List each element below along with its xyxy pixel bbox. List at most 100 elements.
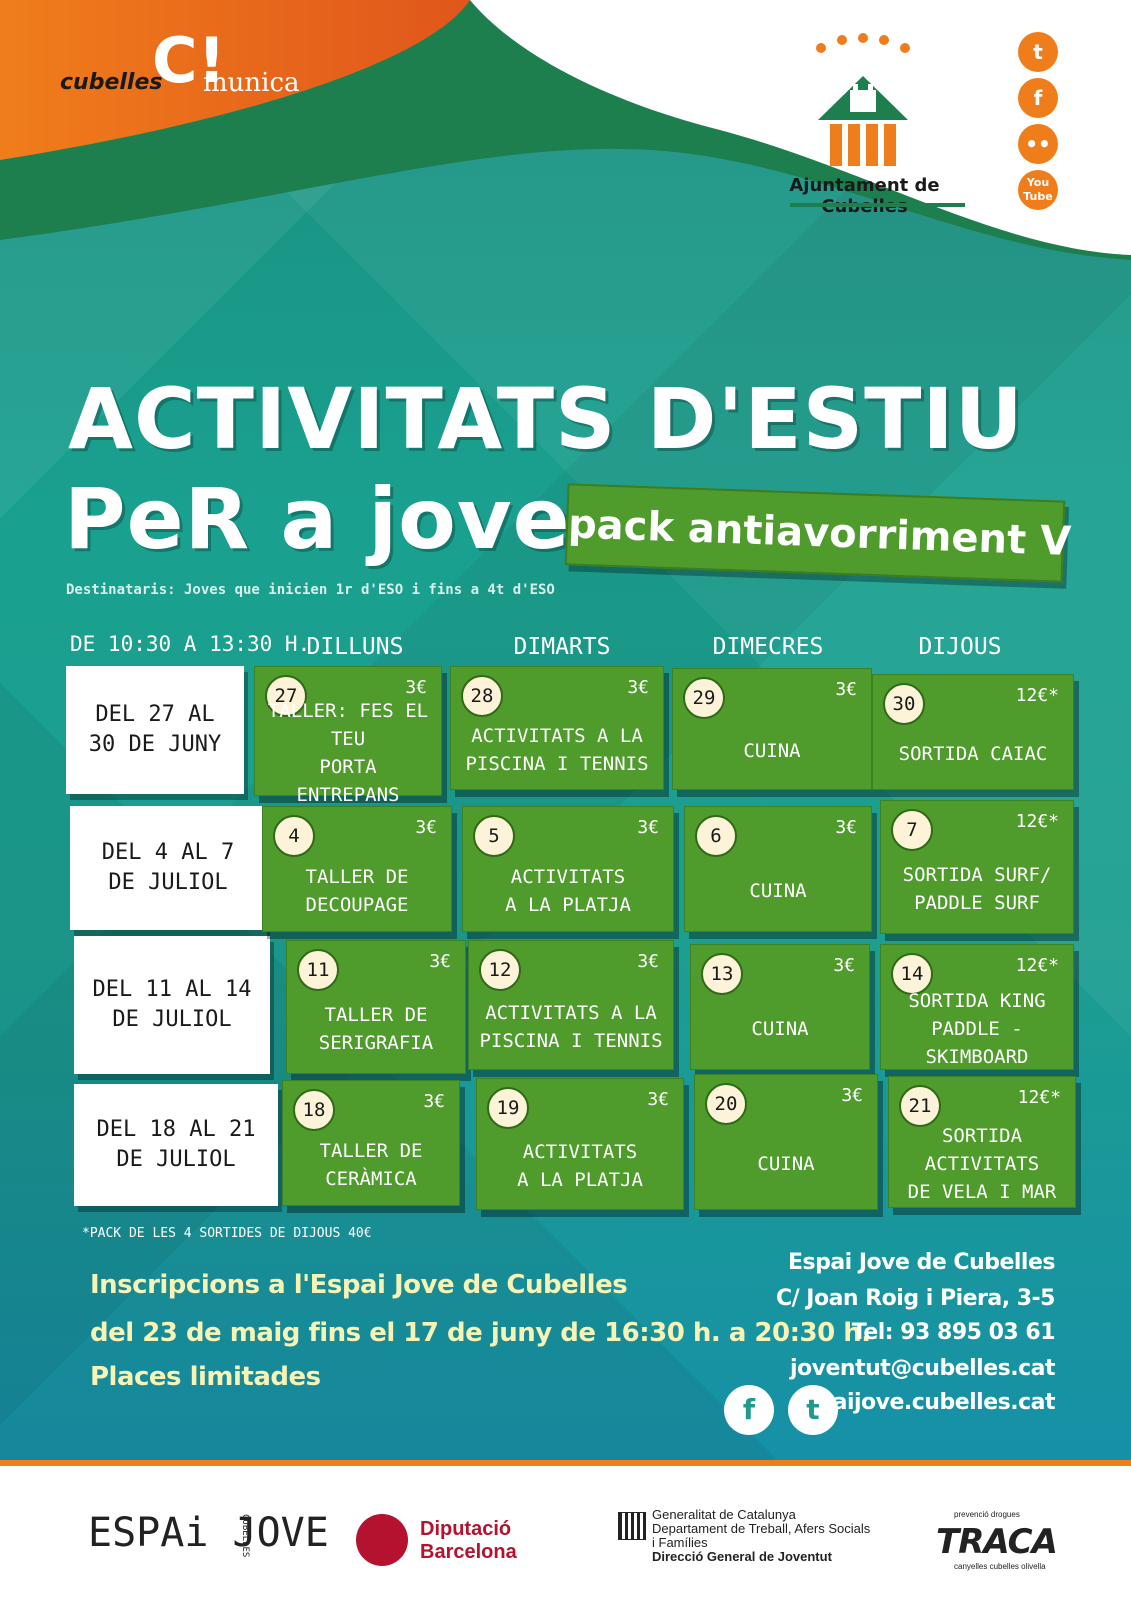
price-label: 3€ xyxy=(637,951,659,972)
generalitat-line4: Direcció General de Joventut xyxy=(652,1549,832,1564)
day-header-thursday: DIJOUS xyxy=(918,634,1002,660)
price-label: 12€* xyxy=(1015,955,1059,976)
activity-cell[interactable]: 30 12€* SORTIDA CAIAC xyxy=(872,674,1074,790)
date-badge: 7 xyxy=(891,809,933,851)
activity-cell[interactable]: 7 12€* SORTIDA SURF/ PADDLE SURF xyxy=(880,800,1074,934)
contact-address: C/ Joan Roig i Piera, 3-5 xyxy=(775,1286,1056,1311)
price-label: 12€* xyxy=(1015,811,1059,832)
price-label: 3€ xyxy=(835,817,857,838)
activity-cell[interactable]: 14 12€* SORTIDA KING PADDLE - SKIMBOARD xyxy=(880,944,1074,1070)
activity-name: SORTIDA CAIAC xyxy=(898,743,1048,765)
traca-tagline: prevenció drogues xyxy=(954,1510,1020,1519)
activity-name: ACTIVITATS A LA PLATJA xyxy=(505,866,631,916)
main-title-line1: ACTIVITATS D'ESTIU xyxy=(68,370,1024,468)
twitter-icon[interactable]: t xyxy=(788,1385,838,1435)
diputacio-line1: Diputació xyxy=(420,1518,512,1540)
brand-word-munica: munica xyxy=(203,68,300,98)
date-badge: 4 xyxy=(273,815,315,857)
activity-cell[interactable]: 27 3€ TALLER: FES EL TEU PORTA ENTREPANS xyxy=(254,666,442,806)
pack-note: *PACK DE LES 4 SORTIDES DE DIJOUS 40€ xyxy=(82,1226,372,1241)
date-badge: 5 xyxy=(473,815,515,857)
date-badge: 20 xyxy=(705,1083,747,1125)
youtube-icon[interactable]: You Tube xyxy=(1018,170,1058,210)
activity-cell[interactable]: 12 3€ ACTIVITATS A LA PISCINA I TENNIS xyxy=(468,940,674,1070)
date-badge: 27 xyxy=(265,675,307,717)
diputacio-line2: Barcelona xyxy=(420,1541,517,1563)
activity-name: CUINA xyxy=(743,740,801,762)
activity-cell[interactable]: 11 3€ TALLER DE SERIGRAFIA xyxy=(286,940,466,1074)
brand-word-cubelles: cubelles xyxy=(60,70,163,95)
espai-jove-logo: ESPAi JOVE xyxy=(88,1510,329,1556)
activity-name: TALLER DE DECOUPAGE xyxy=(305,866,409,916)
price-label: 3€ xyxy=(637,817,659,838)
generalitat-line3: i Famílies xyxy=(652,1535,708,1550)
registration-line1: Inscripcions a l'Espai Jove de Cubelles xyxy=(90,1270,628,1300)
price-label: 3€ xyxy=(647,1089,669,1110)
diputacio-logo: Diputació Barcelona xyxy=(420,1518,517,1564)
week-label-2: DEL 4 AL 7 DE JULIOL xyxy=(70,806,266,930)
activity-name: CUINA xyxy=(751,1018,809,1040)
date-badge: 28 xyxy=(461,675,503,717)
price-label: 3€ xyxy=(429,951,451,972)
facebook-icon[interactable]: f xyxy=(724,1385,774,1435)
contact-name: Espai Jove de Cubelles xyxy=(787,1250,1056,1275)
flickr-icon[interactable]: •• xyxy=(1018,124,1058,164)
council-name: Ajuntament de Cubelles xyxy=(789,175,940,217)
activity-name: ACTIVITATS A LA PISCINA I TENNIS xyxy=(465,725,649,775)
traca-towns: canyelles cubelles olivella xyxy=(954,1562,1046,1571)
generalitat-icon xyxy=(618,1512,646,1540)
price-label: 12€* xyxy=(1017,1087,1061,1108)
main-title-line2: PeR a joves xyxy=(64,470,622,568)
date-badge: 13 xyxy=(701,953,743,995)
youtube-you: You xyxy=(1026,176,1050,189)
price-label: 3€ xyxy=(833,955,855,976)
facebook-icon[interactable]: f xyxy=(1018,78,1058,118)
twitter-icon[interactable]: t xyxy=(1018,32,1058,72)
activity-cell[interactable]: 21 12€* SORTIDA ACTIVITATS DE VELA I MAR xyxy=(888,1076,1076,1208)
price-label: 3€ xyxy=(835,679,857,700)
coat-of-arms-icon xyxy=(816,33,910,166)
price-label: 3€ xyxy=(627,677,649,698)
price-label: 3€ xyxy=(415,817,437,838)
activity-name: CUINA xyxy=(757,1153,815,1175)
activity-name: TALLER: FES EL TEU PORTA ENTREPANS xyxy=(267,700,429,806)
activity-cell[interactable]: 28 3€ ACTIVITATS A LA PISCINA I TENNIS xyxy=(450,666,664,790)
activity-cell[interactable]: 4 3€ TALLER DE DECOUPAGE xyxy=(262,806,452,932)
espai-jove-side: CUBELLES xyxy=(240,1514,250,1558)
activity-cell[interactable]: 13 3€ CUINA xyxy=(690,944,870,1070)
council-underline xyxy=(790,203,965,207)
week-label-3: DEL 11 AL 14 DE JULIOL xyxy=(74,936,270,1074)
day-header-tuesday: DIMARTS xyxy=(513,634,611,660)
traca-logo: TRACA xyxy=(936,1522,1058,1562)
contact-email[interactable]: joventut@cubelles.cat xyxy=(789,1356,1056,1381)
activity-cell[interactable]: 29 3€ CUINA xyxy=(672,668,872,790)
date-badge: 6 xyxy=(695,815,737,857)
brand-mark: C! xyxy=(152,24,226,97)
activity-cell[interactable]: 19 3€ ACTIVITATS A LA PLATJA xyxy=(476,1078,684,1210)
date-badge: 18 xyxy=(293,1089,335,1131)
date-badge: 21 xyxy=(899,1085,941,1127)
date-badge: 19 xyxy=(487,1087,529,1129)
pack-banner-text: pack antiavorriment V xyxy=(567,501,1072,565)
activity-name: SORTIDA SURF/ PADDLE SURF xyxy=(902,864,1052,914)
activity-name: SORTIDA ACTIVITATS DE VELA I MAR xyxy=(907,1125,1057,1203)
activity-name: TALLER DE SERIGRAFIA xyxy=(318,1004,434,1054)
generalitat-line1: Generalitat de Catalunya xyxy=(652,1507,796,1522)
registration-line3: Places limitades xyxy=(90,1362,321,1392)
activity-cell[interactable]: 20 3€ CUINA xyxy=(694,1074,878,1210)
activity-cell[interactable]: 5 3€ ACTIVITATS A LA PLATJA xyxy=(462,806,674,932)
registration-line2: del 23 de maig fins el 17 de juny de 16:… xyxy=(90,1318,871,1348)
date-badge: 29 xyxy=(683,677,725,719)
price-label: 12€* xyxy=(1015,685,1059,706)
activity-cell[interactable]: 18 3€ TALLER DE CERÀMICA xyxy=(282,1080,460,1206)
week-label-4: DEL 18 AL 21 DE JULIOL xyxy=(74,1084,278,1206)
activity-cell[interactable]: 6 3€ CUINA xyxy=(684,806,872,932)
day-header-monday: DILLUNS xyxy=(306,634,404,660)
activity-name: ACTIVITATS A LA PLATJA xyxy=(517,1141,643,1191)
date-badge: 12 xyxy=(479,949,521,991)
price-label: 3€ xyxy=(841,1085,863,1106)
date-badge: 11 xyxy=(297,949,339,991)
activity-name: TALLER DE CERÀMICA xyxy=(319,1140,423,1190)
activity-name: CUINA xyxy=(749,880,807,902)
